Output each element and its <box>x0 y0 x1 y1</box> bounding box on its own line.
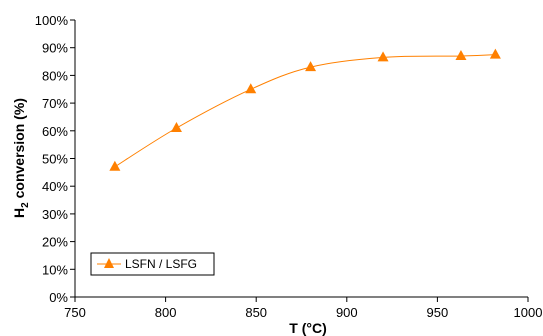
data-point <box>455 50 467 61</box>
data-point <box>245 83 257 94</box>
y-axis-ticks: 0% 10% 20% 30% 40% 50% 60% 70% 80% 90% 100% <box>35 13 75 305</box>
y-tick-label: 100% <box>35 13 69 28</box>
x-axis-title: T (°C) <box>289 320 326 336</box>
data-point <box>377 51 389 62</box>
x-axis-ticks: 750 800 850 900 950 1000 <box>64 297 542 320</box>
legend-marker <box>104 258 114 268</box>
data-point <box>170 122 182 133</box>
y-tick-label: 70% <box>42 96 68 111</box>
data-point <box>109 160 121 171</box>
y-axis-title-sub: 2 <box>20 202 31 208</box>
y-tick-label: 30% <box>42 207 68 222</box>
y-tick-label: 0% <box>49 290 68 305</box>
x-tick-label: 800 <box>155 305 177 320</box>
legend-label: LSFN / LSFG <box>125 257 197 271</box>
y-tick-label: 60% <box>42 124 68 139</box>
x-tick-label: 750 <box>64 305 86 320</box>
y-tick-label: 80% <box>42 68 68 83</box>
y-tick-label: 10% <box>42 262 68 277</box>
y-tick-label: 40% <box>42 179 68 194</box>
y-tick-label: 90% <box>42 41 68 56</box>
legend: LSFN / LSFG <box>90 252 215 276</box>
x-tick-label: 850 <box>245 305 267 320</box>
data-point <box>489 48 501 59</box>
y-axis-title-rest: conversion (%) <box>11 98 27 202</box>
series-line <box>114 54 496 168</box>
x-tick-label: 1000 <box>514 305 543 320</box>
series-layer <box>109 48 501 171</box>
x-tick-label: 950 <box>427 305 449 320</box>
data-point <box>305 61 317 72</box>
y-axis-title-main: H <box>11 208 27 218</box>
x-tick-label: 900 <box>336 305 358 320</box>
y-tick-label: 20% <box>42 235 68 250</box>
y-tick-label: 50% <box>42 152 68 167</box>
y-axis-title: H2 conversion (%) <box>11 98 31 218</box>
legend-box <box>90 252 215 276</box>
